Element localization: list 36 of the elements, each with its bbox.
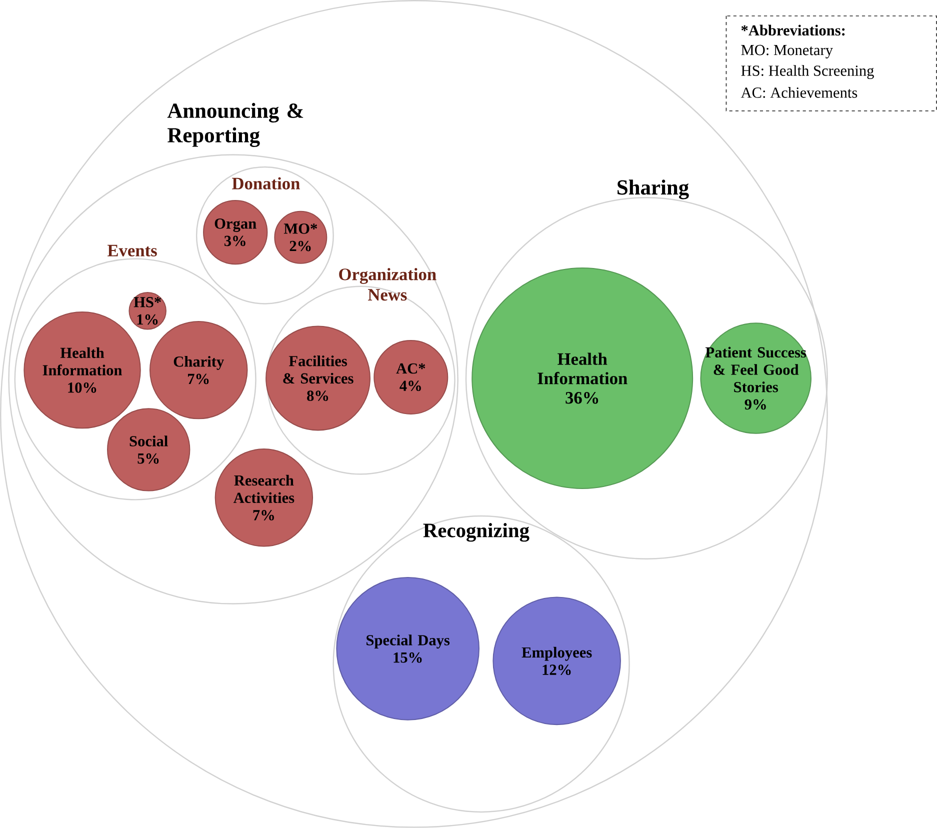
data-label: 2% (290, 240, 311, 252)
category-label: Organ (214, 218, 256, 232)
category-label: Health Information (42, 347, 122, 376)
text: Sharing (618, 180, 689, 200)
data-label: 4% (400, 380, 421, 392)
text: AC: Achievements (740, 87, 858, 98)
data-label: 12% (542, 664, 571, 676)
text: MO: Monetary (741, 44, 833, 58)
text: HS: Health Screening (741, 65, 874, 80)
category-label: HS* (134, 297, 161, 308)
text: Events (108, 244, 157, 256)
data-label: 36% (566, 392, 598, 404)
data-label: 8% (307, 390, 328, 402)
text: Donation (232, 177, 300, 190)
data-label: 1% (137, 314, 158, 325)
data-label: 7% (188, 374, 209, 384)
text: Recognizing (423, 523, 530, 542)
data-label: 3% (224, 236, 246, 246)
data-label: 10% (68, 382, 96, 393)
category-label: Charity (174, 356, 224, 370)
category-label: Facilities & Services (283, 356, 354, 384)
category-label: AC* (396, 363, 426, 374)
category-label: Health Information (538, 352, 628, 384)
category-label: Employees (522, 646, 592, 661)
text: *Abbreviations: (741, 24, 845, 36)
data-label: 15% (394, 652, 422, 663)
category-label: Special Days (366, 634, 450, 649)
text: Organization News (339, 268, 436, 301)
category-label: Social (130, 436, 168, 446)
data-label: 5% (138, 453, 159, 464)
data-label: 9% (744, 399, 766, 410)
category-label: Patient Success & Feel Good Stories (706, 346, 806, 392)
text: Announcing & Reporting (167, 102, 304, 148)
category-label: Research Activities (233, 474, 294, 504)
data-label: 7% (253, 510, 274, 520)
category-label: MO* (284, 224, 318, 234)
